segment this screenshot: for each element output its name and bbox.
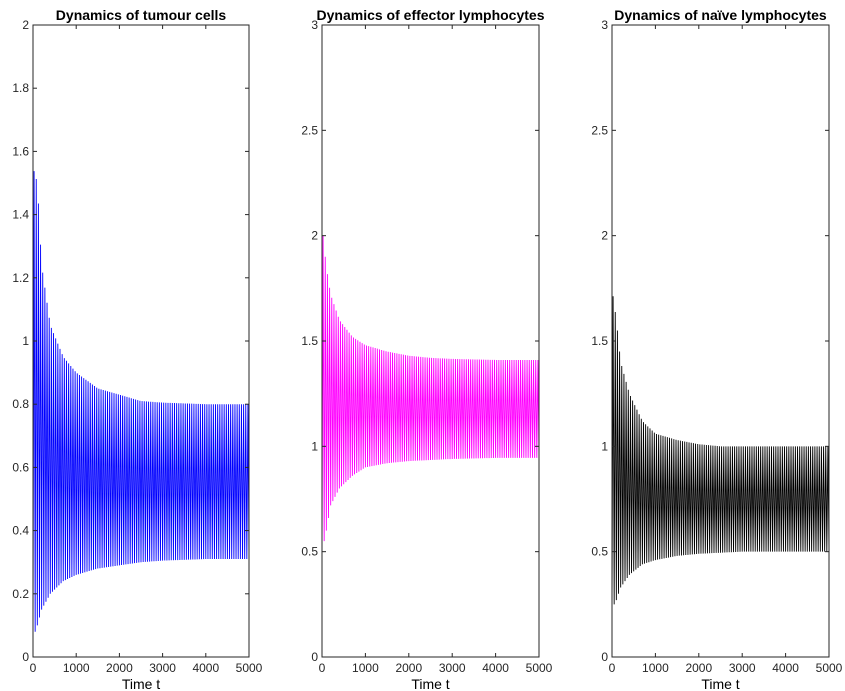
plot-frame — [321, 24, 540, 658]
chart-panel-1: 0 1000 2000 3000 4000 5000 0 0.2 0.4 0.6 0.8 1 1.2 1.… — [12, 7, 262, 691]
y-tick-label: 0.6 — [12, 460, 29, 474]
x-tick-label: 0 — [319, 661, 326, 675]
y-tick-label: 2 — [22, 18, 29, 32]
x-tick-label: 2000 — [685, 661, 712, 675]
series-line-1 — [611, 296, 830, 609]
x-axis-label: Time t — [122, 676, 160, 691]
x-tick-label: 2000 — [395, 661, 422, 675]
x-tick-label: 2000 — [106, 661, 133, 675]
y-tick-label: 1 — [601, 439, 608, 453]
y-tick-label: 2 — [601, 229, 608, 243]
chart-title: Dynamics of tumour cells — [56, 7, 227, 23]
x-tick-label: 3000 — [439, 661, 466, 675]
x-axis-label: Time t — [411, 676, 449, 691]
y-tick-label: 1.5 — [591, 334, 608, 348]
chart-panel-2: 0 1000 2000 3000 4000 5000 0 0.5 1 1.5 2 2.5 3Dynami… — [301, 7, 552, 691]
x-tick-label: 1000 — [63, 661, 90, 675]
y-tick-label: 0.5 — [301, 545, 318, 559]
x-axis-label: Time t — [701, 676, 739, 691]
y-tick-label: 2.5 — [591, 123, 608, 137]
y-tick-label: 3 — [311, 18, 318, 32]
y-tick-label: 1.4 — [12, 208, 29, 222]
x-tick-label: 1000 — [642, 661, 669, 675]
y-tick-label: 0.4 — [12, 524, 29, 538]
x-tick-label: 0 — [30, 661, 37, 675]
x-tick-label: 0 — [609, 661, 616, 675]
x-tick-label: 3000 — [149, 661, 176, 675]
y-tick-label: 1.2 — [12, 271, 29, 285]
y-tick-label: 2 — [311, 229, 318, 243]
chart-title: Dynamics of effector lymphocytes — [317, 7, 545, 23]
y-tick-label: 0.8 — [12, 397, 29, 411]
y-tick-label: 0 — [311, 650, 318, 664]
x-tick-label: 3000 — [729, 661, 756, 675]
y-tick-label: 1 — [311, 439, 318, 453]
chart-panel-3: 0 1000 2000 3000 4000 5000 0 0.5 1 1.5 2 2.5 3 Dynami… — [591, 7, 842, 691]
y-tick-label: 1.8 — [12, 81, 29, 95]
series-line-1 — [32, 171, 250, 639]
x-tick-label: 5000 — [526, 661, 553, 675]
x-tick-label: 4000 — [482, 661, 509, 675]
x-tick-label: 5000 — [816, 661, 843, 675]
series-line-1 — [321, 235, 540, 552]
y-tick-label: 0 — [22, 650, 29, 664]
y-tick-label: 3 — [601, 18, 608, 32]
y-tick-label: 0 — [601, 650, 608, 664]
x-tick-label: 4000 — [772, 661, 799, 675]
chart-title: Dynamics of naïve lymphocytes — [614, 7, 827, 23]
y-tick-label: 0.5 — [591, 545, 608, 559]
y-tick-label: 1.5 — [301, 334, 318, 348]
x-tick-label: 1000 — [352, 661, 379, 675]
y-tick-label: 1.6 — [12, 144, 29, 158]
y-tick-label: 0.2 — [12, 587, 29, 601]
x-tick-label: 4000 — [192, 661, 219, 675]
y-tick-label: 1 — [22, 334, 29, 348]
y-tick-label: 2.5 — [301, 123, 318, 137]
x-tick-label: 5000 — [236, 661, 263, 675]
